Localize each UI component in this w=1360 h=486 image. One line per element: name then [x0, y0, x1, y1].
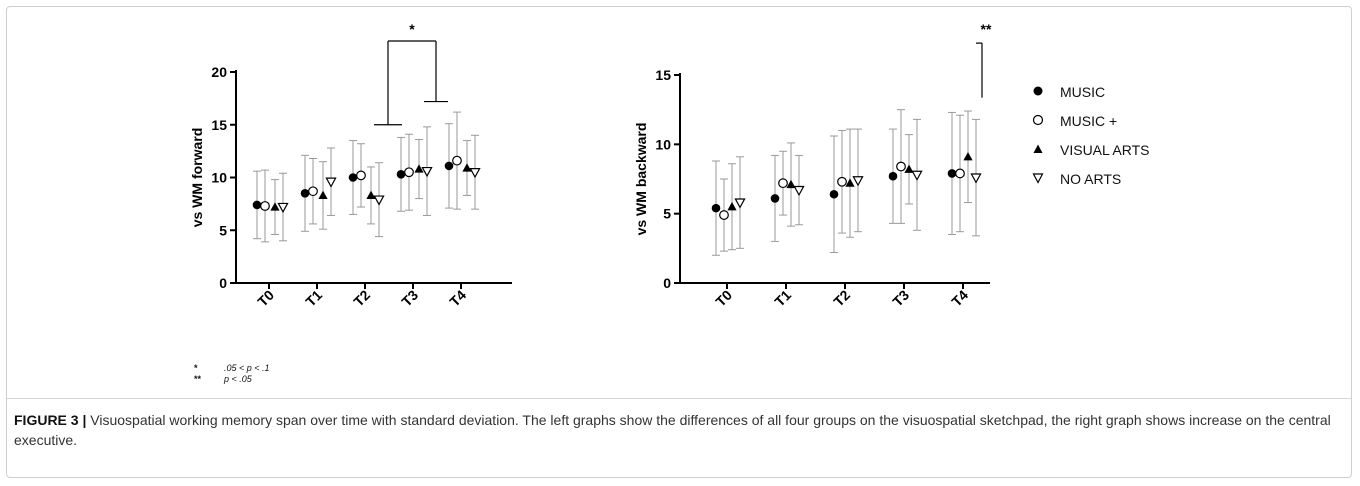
data-point-visual-arts: [727, 201, 737, 211]
legend-marker-triangle-filled: [1033, 144, 1043, 153]
legend-item: NO ARTS: [1030, 165, 1149, 194]
data-point-no-arts: [469, 168, 481, 179]
caption-divider: [7, 398, 1351, 399]
y-tick-label: 15: [211, 117, 227, 133]
data-point-music-plus: [260, 201, 270, 211]
data-point-visual-arts: [786, 179, 796, 189]
data-point-music-plus: [308, 186, 318, 197]
data-point-music: [711, 203, 721, 213]
significance-marker: *: [409, 21, 415, 37]
legend-marker-circle-open: [1032, 114, 1044, 126]
legend-item: VISUAL ARTS: [1030, 136, 1149, 165]
data-point-no-arts: [373, 195, 385, 206]
x-tick-label: T2: [830, 287, 853, 310]
significance-note: ** p < .05: [194, 374, 270, 385]
data-point-visual-arts: [318, 190, 328, 200]
data-point-music: [300, 189, 310, 198]
data-point-music-plus: [955, 168, 965, 179]
figure-frame: [6, 6, 1352, 478]
data-point-visual-arts: [904, 164, 914, 173]
legend-marker-triangle-open: [1032, 173, 1044, 184]
y-axis-label: vs WM forward: [189, 128, 205, 228]
y-tick-label: 20: [211, 64, 227, 80]
data-point-music: [396, 170, 406, 179]
x-tick-label: T3: [398, 287, 421, 310]
data-point-music-plus: [404, 167, 414, 178]
significance-marker: **: [981, 21, 992, 37]
data-point-visual-arts: [366, 190, 376, 200]
x-tick-label: T1: [302, 287, 325, 310]
legend-item: MUSIC +: [1030, 107, 1149, 136]
data-point-music-plus: [452, 155, 462, 166]
x-tick-label: T4: [446, 287, 469, 310]
y-tick-label: 15: [655, 67, 671, 83]
significance-text: .05 < p < .1: [224, 363, 270, 373]
data-point-music-plus: [896, 161, 906, 172]
y-tick-label: 5: [219, 222, 227, 238]
data-point-no-arts: [734, 198, 746, 209]
data-point-music: [444, 161, 454, 171]
caption-text: Visuospatial working memory span over ti…: [14, 412, 1331, 448]
data-point-visual-arts: [963, 152, 973, 161]
y-axis-label: vs WM backward: [633, 123, 649, 236]
legend-label: MUSIC +: [1060, 113, 1118, 129]
legend-label: NO ARTS: [1060, 171, 1122, 187]
x-tick-label: T4: [948, 287, 971, 310]
data-point-visual-arts: [414, 164, 424, 173]
data-point-no-arts: [911, 170, 923, 181]
x-tick-label: T0: [712, 287, 735, 310]
data-point-visual-arts: [270, 202, 280, 211]
data-point-music-plus: [719, 210, 729, 220]
data-point-music-plus: [356, 170, 366, 181]
x-tick-label: T0: [254, 287, 277, 310]
y-tick-label: 5: [663, 206, 671, 222]
significance-symbol: **: [194, 374, 202, 384]
x-tick-label: T1: [771, 287, 794, 310]
y-tick-label: 0: [663, 275, 671, 291]
data-point-music: [829, 189, 839, 199]
data-point-music: [947, 169, 957, 178]
y-tick-label: 10: [655, 136, 671, 152]
data-point-music-plus: [778, 178, 788, 189]
data-point-visual-arts: [845, 178, 855, 187]
x-tick-label: T2: [350, 287, 373, 310]
significance-note: * .05 < p < .1: [194, 363, 270, 374]
data-point-music: [348, 173, 358, 182]
caption-label: FIGURE 3 |: [14, 412, 87, 428]
data-point-no-arts: [325, 177, 337, 188]
data-point-music: [770, 194, 780, 203]
data-point-music-plus: [837, 176, 847, 187]
significance-text: p < .05: [224, 374, 252, 384]
significance-symbol: *: [194, 363, 198, 373]
figure-caption: FIGURE 3 | Visuospatial working memory s…: [14, 410, 1344, 450]
legend: MUSIC MUSIC + VISUAL ARTS NO ARTS: [1030, 78, 1149, 194]
y-tick-label: 0: [219, 275, 227, 291]
legend-item: MUSIC: [1030, 78, 1149, 107]
y-tick-label: 10: [211, 170, 227, 186]
significance-notes: * .05 < p < .1 ** p < .05: [194, 363, 270, 385]
x-tick-label: T3: [889, 287, 912, 310]
data-point-music: [252, 200, 262, 210]
legend-marker-circle-filled: [1033, 86, 1043, 96]
legend-label: MUSIC: [1060, 84, 1106, 100]
legend-label: VISUAL ARTS: [1060, 142, 1150, 158]
data-point-no-arts: [793, 185, 805, 197]
data-point-visual-arts: [462, 163, 472, 172]
data-point-no-arts: [277, 202, 289, 214]
data-point-no-arts: [421, 166, 433, 178]
figure-charts: 0 5 10 15 20 vs WM forward T0 T1 T2 T3 T4 * 0 5 10 15 vs…: [189, 21, 992, 310]
data-point-no-arts: [970, 173, 982, 184]
data-point-no-arts: [852, 176, 864, 187]
data-point-music: [888, 171, 898, 181]
